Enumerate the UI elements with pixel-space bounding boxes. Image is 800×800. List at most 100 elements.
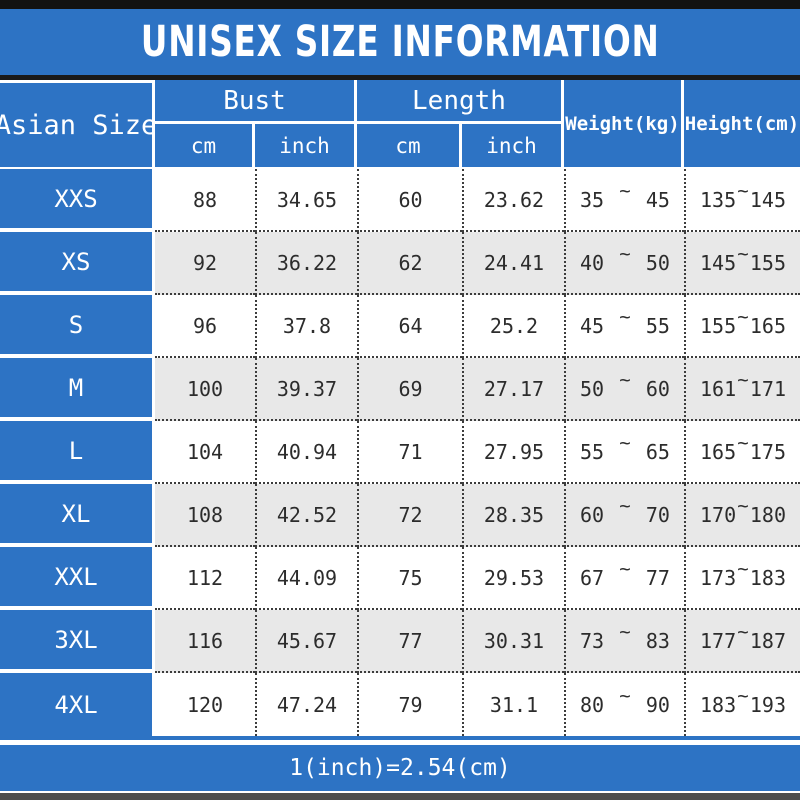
length-inch-value: 30.31 — [483, 628, 545, 653]
weight-min-value: 35 — [580, 187, 605, 212]
bust-cm-cell: 116 — [155, 610, 255, 673]
title-banner: UNISEX SIZE INFORMATION — [0, 9, 800, 75]
height-range-cell: 165 ~ 175 — [684, 421, 800, 484]
weight-max-value: 90 — [645, 692, 670, 717]
length-cm-value: 79 — [398, 692, 423, 717]
length-cm-cell: 77 — [357, 610, 462, 673]
length-inch-value: 27.17 — [483, 376, 545, 401]
header-bust-group: Bust — [155, 80, 357, 124]
weight-range-cell: 73 ~ 83 — [564, 610, 684, 673]
header-bust-inch: inch — [255, 124, 357, 167]
header-height-label: Height(cm) — [684, 112, 800, 135]
table-row: XXS 88 34.65 60 23.62 35 ~ 45 135 ~ 145 — [0, 169, 800, 232]
size-cell: 3XL — [0, 610, 155, 673]
header-asian-size-label: Asian Size — [0, 109, 155, 141]
length-cm-cell: 64 — [357, 295, 462, 358]
header-length-inch-label: inch — [486, 133, 537, 158]
weight-range-cell: 50 ~ 60 — [564, 358, 684, 421]
height-min-value: 161 — [700, 376, 737, 401]
length-inch-value: 27.95 — [483, 439, 545, 464]
weight-min-value: 60 — [580, 502, 605, 527]
header-bust-cm-label: cm — [190, 133, 217, 158]
height-range-cell: 135 ~ 145 — [684, 169, 800, 232]
weight-range-cell: 60 ~ 70 — [564, 484, 684, 547]
bust-inch-value: 44.09 — [276, 565, 338, 590]
height-range-cell: 161 ~ 171 — [684, 358, 800, 421]
height-min-value: 183 — [700, 692, 737, 717]
size-label: L — [68, 436, 84, 465]
conversion-note: 1(inch)=2.54(cm) — [289, 755, 511, 781]
height-range-cell: 177 ~ 187 — [684, 610, 800, 673]
height-range-cell: 170 ~ 180 — [684, 484, 800, 547]
header-weight: Weight(kg) — [564, 80, 684, 167]
tilde-separator: ~ — [737, 684, 749, 707]
weight-min-value: 73 — [580, 628, 605, 653]
bust-cm-cell: 104 — [155, 421, 255, 484]
size-cell: 4XL — [0, 673, 155, 736]
height-min-value: 145 — [700, 250, 737, 275]
size-cell: XL — [0, 484, 155, 547]
length-cm-cell: 62 — [357, 232, 462, 295]
size-label: 3XL — [54, 625, 98, 654]
tilde-separator: ~ — [619, 179, 631, 202]
table-row: 3XL 116 45.67 77 30.31 73 ~ 83 177 ~ 187 — [0, 610, 800, 673]
weight-min-value: 55 — [580, 439, 605, 464]
length-cm-cell: 72 — [357, 484, 462, 547]
length-cm-value: 69 — [398, 376, 423, 401]
length-cm-value: 71 — [398, 439, 423, 464]
weight-max-value: 50 — [645, 250, 670, 275]
length-cm-cell: 60 — [357, 169, 462, 232]
weight-max-value: 77 — [645, 565, 670, 590]
tilde-separator: ~ — [737, 242, 749, 265]
length-cm-value: 62 — [398, 250, 423, 275]
table-row: 4XL 120 47.24 79 31.1 80 ~ 90 183 ~ 193 — [0, 673, 800, 736]
bust-cm-value: 120 — [186, 692, 224, 717]
length-inch-value: 23.62 — [483, 187, 545, 212]
height-min-value: 177 — [700, 628, 737, 653]
bust-cm-value: 112 — [186, 565, 224, 590]
length-cm-cell: 79 — [357, 673, 462, 736]
height-range-cell: 145 ~ 155 — [684, 232, 800, 295]
weight-min-value: 67 — [580, 565, 605, 590]
tilde-separator: ~ — [737, 368, 749, 391]
tilde-separator: ~ — [737, 179, 749, 202]
tilde-separator: ~ — [619, 684, 631, 707]
length-inch-cell: 25.2 — [462, 295, 564, 358]
bust-inch-cell: 37.8 — [255, 295, 357, 358]
length-inch-cell: 29.53 — [462, 547, 564, 610]
bottom-dark-strip — [0, 793, 800, 800]
bust-cm-value: 104 — [186, 439, 224, 464]
bust-cm-cell: 88 — [155, 169, 255, 232]
weight-range-cell: 35 ~ 45 — [564, 169, 684, 232]
tilde-separator: ~ — [737, 620, 749, 643]
bust-cm-value: 88 — [192, 187, 218, 212]
title-divider — [0, 75, 800, 80]
length-inch-value: 24.41 — [483, 250, 545, 275]
bust-cm-value: 108 — [186, 502, 224, 527]
height-range-cell: 183 ~ 193 — [684, 673, 800, 736]
footer-banner: 1(inch)=2.54(cm) — [0, 745, 800, 791]
header-bust-label: Bust — [223, 85, 286, 116]
height-min-value: 155 — [700, 313, 737, 338]
top-black-strip — [0, 0, 800, 9]
weight-range-cell: 67 ~ 77 — [564, 547, 684, 610]
weight-range-cell: 80 ~ 90 — [564, 673, 684, 736]
page-title: UNISEX SIZE INFORMATION — [140, 17, 660, 67]
header-length-group: Length — [357, 80, 564, 124]
header-length-cm-label: cm — [395, 133, 421, 158]
bust-cm-cell: 112 — [155, 547, 255, 610]
bust-inch-value: 42.52 — [276, 502, 338, 527]
length-cm-cell: 75 — [357, 547, 462, 610]
tilde-separator: ~ — [619, 242, 631, 265]
tilde-separator: ~ — [619, 620, 631, 643]
height-max-value: 165 — [749, 313, 786, 338]
weight-max-value: 65 — [645, 439, 670, 464]
height-range-cell: 173 ~ 183 — [684, 547, 800, 610]
header-bust-inch-label: inch — [279, 133, 330, 158]
length-cm-value: 75 — [398, 565, 423, 590]
weight-max-value: 83 — [645, 628, 670, 653]
bust-cm-value: 116 — [186, 628, 224, 653]
bust-inch-cell: 44.09 — [255, 547, 357, 610]
length-inch-cell: 27.95 — [462, 421, 564, 484]
